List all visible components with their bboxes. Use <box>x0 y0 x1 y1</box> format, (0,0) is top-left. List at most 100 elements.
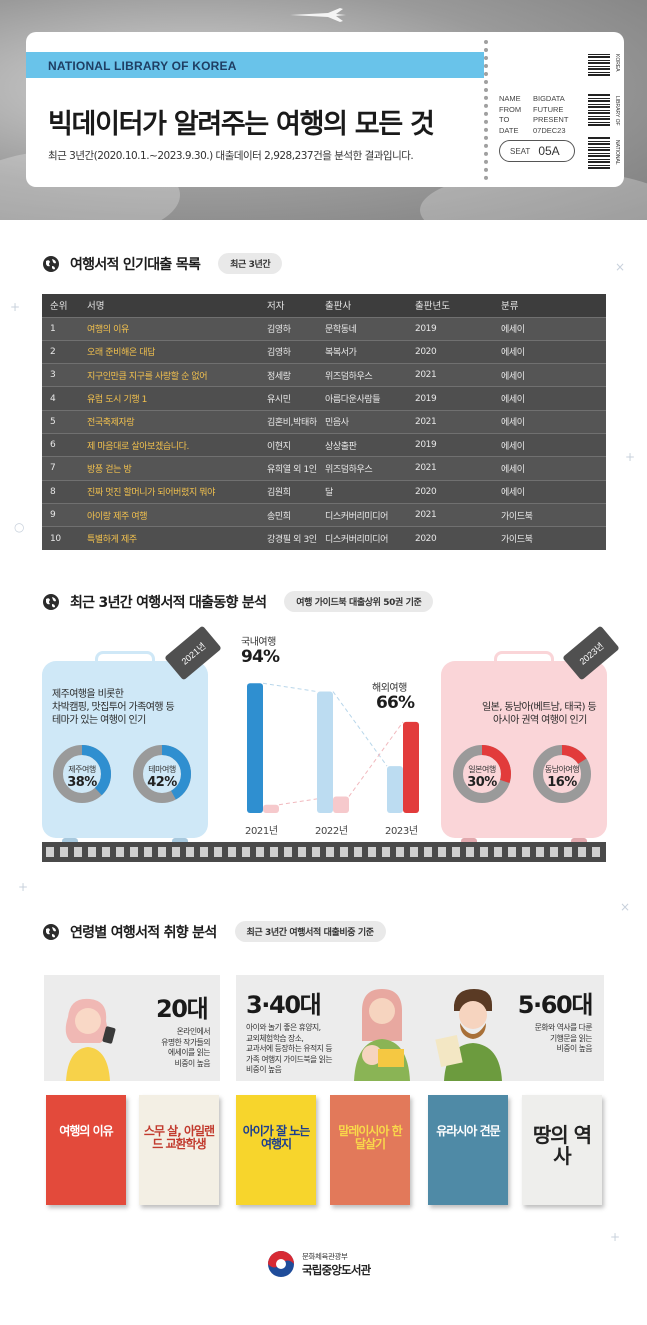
col-publisher: 출판사 <box>317 294 407 317</box>
ticket-side-text-1: KOREA <box>614 54 620 72</box>
plus-deco-icon: + <box>10 300 21 314</box>
to-value: PRESENT <box>533 115 569 124</box>
globe-icon <box>43 923 59 940</box>
reader-man-icon <box>435 989 502 1081</box>
publisher-cell: 상상출판 <box>317 432 407 457</box>
title-cell: 아이랑 제주 여행 <box>79 502 259 527</box>
date-value: 07DEC23 <box>533 125 566 135</box>
x-deco-icon: × <box>620 900 631 914</box>
age-20s-desc-line: 온라인에서 <box>176 1027 211 1036</box>
donut-japan <box>453 745 511 803</box>
age-3040s-card: 3·40대 아이와 놀기 좋은 휴양지, 교외체험학습 장소, 교과서에 등장하… <box>236 975 428 1081</box>
plus-deco-icon: + <box>610 1230 621 1244</box>
left-text-line2: 차박캠핑, 맛집투어 가족여행 등 <box>52 702 175 713</box>
from-value: FUTURE <box>533 104 564 114</box>
left-text-line3: 테마가 있는 여행이 인기 <box>52 715 146 726</box>
author-cell: 송민희 <box>259 502 317 527</box>
overseas-label: 해외여행 <box>372 683 407 694</box>
age-3040s-title: 3·40대 <box>246 991 322 1019</box>
table-row: 7 방풍 걷는 방 유희열 외 1인 위즈덤하우스 2021 에세이 <box>42 456 606 481</box>
age-3040s-desc-line: 교외체험학습 장소, <box>246 1033 304 1043</box>
domestic-label: 국내여행 <box>241 637 276 648</box>
right-text-line2: 아시아 권역 여행이 인기 <box>493 715 587 726</box>
ticket-side-text-2: LIBRARY OF <box>614 96 620 126</box>
right-text-line1: 일본, 동남아(베트남, 태국) 등 <box>482 702 597 713</box>
barcode-middle <box>588 94 610 126</box>
book-cover: 유라시아 견문 <box>428 1095 508 1205</box>
reader-mother-child-icon <box>354 989 410 1081</box>
age-5060s-card: 5·60대 문화와 역사를 다룬 기행문을 읽는 비중이 높음 <box>428 975 604 1081</box>
left-text-line1: 제주여행을 비롯한 <box>52 689 124 700</box>
year-cell: 2021 <box>407 363 493 387</box>
author-cell: 유희열 외 1인 <box>259 456 317 481</box>
author-cell: 김원희 <box>259 479 317 504</box>
age-20s-desc-line: 비중이 높음 <box>174 1058 211 1068</box>
donut-jeju-label: 제주여행 <box>68 765 96 774</box>
section-trend-heading: 최근 3년간 여행서적 대출동향 분석 여행 가이드북 대출상위 50권 기준 <box>42 591 434 612</box>
page-title: 빅데이터가 알려주는 여행의 모든 것 <box>48 109 435 140</box>
title-cell: 오래 준비해온 대답 <box>79 339 259 364</box>
overseas-bar <box>333 796 349 813</box>
domestic-bar <box>317 691 333 813</box>
table-row: 4 유럽 도시 기행 1 유시민 아름다운사람들 2019 에세이 <box>42 386 606 411</box>
book-title: 여행의 이유 <box>59 1124 113 1138</box>
overseas-trend-line <box>348 721 404 797</box>
category-cell: 가이드북 <box>493 526 606 550</box>
suitcase-handle <box>95 651 155 665</box>
title-cell: 특별하게 제주 <box>79 526 259 550</box>
donut-japan-label: 일본여행 <box>468 765 496 774</box>
section-popular-badge: 최근 3년간 <box>218 253 283 274</box>
category-cell: 에세이 <box>493 363 606 387</box>
book-title: 스무 살, 아일랜드 교환학생 <box>143 1124 215 1151</box>
title-cell: 지구인만큼 지구를 사랑할 순 없어 <box>79 363 259 387</box>
year-cell: 2020 <box>407 526 493 550</box>
book-cover: 스무 살, 아일랜드 교환학생 <box>139 1095 219 1205</box>
ticket-side-text-3: NATIONAL <box>614 140 620 165</box>
age-20s-desc-line: 에세이를 읽는 <box>167 1048 211 1057</box>
name-label: NAME <box>499 94 521 103</box>
donut-theme-value: 42% <box>147 775 177 790</box>
globe-icon <box>43 255 59 272</box>
age-3040s-desc-line: 가족 여행지 가이드북을 읽는 <box>246 1054 333 1064</box>
age-5060s-desc-line: 기행문을 읽는 <box>549 1033 593 1043</box>
publisher-cell: 문학동네 <box>317 316 407 341</box>
title-cell: 여행의 이유 <box>79 316 259 341</box>
rank-cell: 7 <box>42 456 79 481</box>
donut-jeju <box>53 745 111 803</box>
donut-theme-label: 테마여행 <box>148 765 176 774</box>
publisher-cell: 달 <box>317 479 407 504</box>
author-cell: 강경필 외 3인 <box>259 526 317 550</box>
rank-cell: 9 <box>42 502 79 527</box>
page-subtitle: 최근 3년간(2020.10.1.~2023.9.30.) 대출데이터 2,92… <box>48 150 414 162</box>
category-cell: 에세이 <box>493 409 606 434</box>
title-cell: 유럽 도시 기행 1 <box>79 386 259 411</box>
rank-cell: 3 <box>42 363 79 387</box>
name-value: BIGDATA <box>533 94 565 103</box>
section-popular-heading: 여행서적 인기대출 목록 최근 3년간 <box>42 253 283 274</box>
book-title: 말레이시아 한달살기 <box>338 1124 402 1151</box>
age-5060s-title: 5·60대 <box>517 991 594 1019</box>
donut-jeju-value: 38% <box>67 775 97 790</box>
section-age-title: 연령별 여행서적 취향 분석 <box>70 924 217 941</box>
donut-sea <box>533 745 591 803</box>
rank-cell: 2 <box>42 339 79 364</box>
publisher-cell: 위즈덤하우스 <box>317 456 407 481</box>
from-label: FROM <box>499 104 522 114</box>
age-3040s-desc-line: 아이와 놀기 좋은 휴양지, <box>246 1023 321 1032</box>
year-cell: 2019 <box>407 432 493 457</box>
ticket-perforation <box>484 40 488 180</box>
x-tick-label: 2022년 <box>315 826 348 837</box>
overseas-value: 66% <box>376 693 415 713</box>
donut-sea-label: 동남아여행 <box>544 765 580 774</box>
author-cell: 정세랑 <box>259 363 317 387</box>
book-title: 땅의 역사 <box>532 1123 592 1168</box>
col-category: 분류 <box>493 294 606 317</box>
ticket-band <box>26 52 484 78</box>
publisher-cell: 민음사 <box>317 409 407 434</box>
age-20s-desc-line: 유명한 작가들의 <box>161 1037 210 1047</box>
year-cell: 2020 <box>407 479 493 504</box>
table-row: 2 오래 준비해온 대답 김영하 복복서가 2020 에세이 <box>42 339 606 364</box>
book-cover: 말레이시아 한달살기 <box>330 1095 410 1205</box>
overseas-bar <box>403 721 419 813</box>
